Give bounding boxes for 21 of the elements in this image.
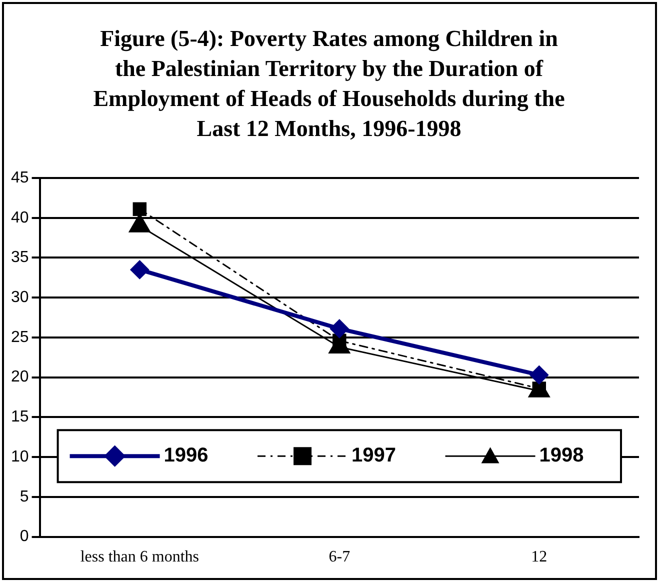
y-tick-label: 0 xyxy=(20,528,29,546)
point xyxy=(330,319,349,338)
y-tick-label: 35 xyxy=(11,249,29,266)
chart-title: Figure (5-4): Poverty Rates among Children in the Palestinian Territory by the Duration of Employment of Heads of Households during the Last 12 Months, 1996-1998 xyxy=(92,25,566,143)
legend-label: 1998 xyxy=(539,444,584,467)
y-tick-label: 10 xyxy=(11,448,29,466)
y-tick-label: 15 xyxy=(11,408,29,426)
point xyxy=(132,202,147,216)
y-tick-label: 5 xyxy=(20,488,29,506)
y-tick-label: 45 xyxy=(11,169,29,186)
y-tick-label: 20 xyxy=(11,368,29,386)
legend-label: 1996 xyxy=(164,444,208,467)
y-tick-label: 25 xyxy=(11,328,29,346)
point xyxy=(530,365,549,384)
legend-label: 1997 xyxy=(352,444,396,467)
point xyxy=(130,260,150,280)
y-tick-label: 40 xyxy=(11,209,29,226)
x-tick-label: 6-7 xyxy=(328,548,350,566)
x-tick-label: less than 6 months xyxy=(80,548,199,566)
x-tick-label: 12 xyxy=(531,548,548,566)
y-tick-label: 30 xyxy=(11,289,29,306)
